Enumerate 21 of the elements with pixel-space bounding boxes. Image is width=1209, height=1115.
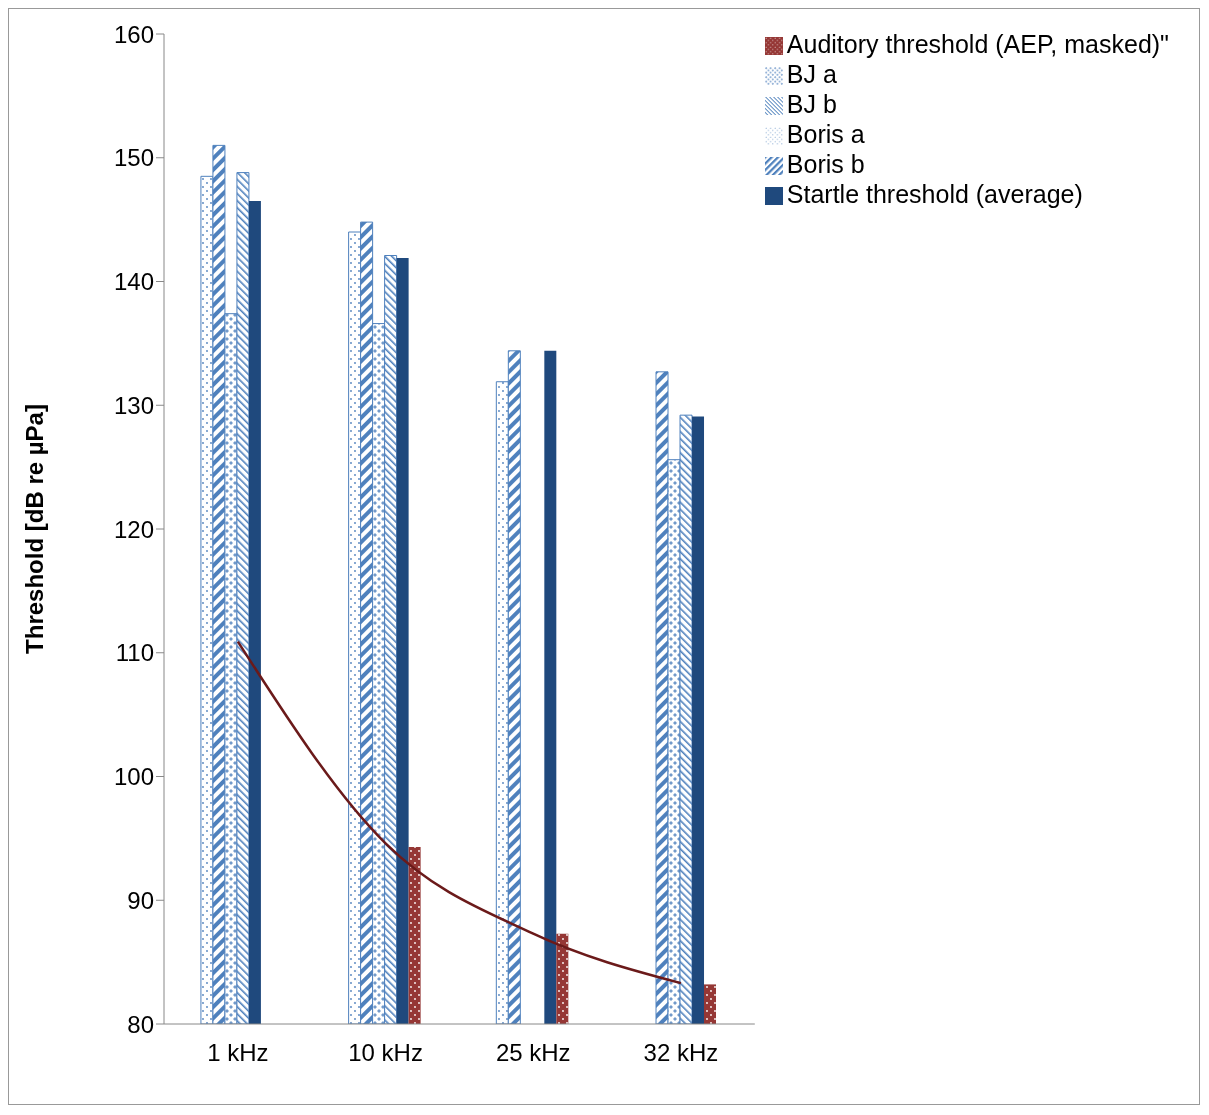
- legend-label: BJ b: [786, 90, 837, 118]
- y-tick-label: 100: [113, 763, 154, 791]
- x-tick-label: 25 kHz: [495, 1039, 571, 1067]
- y-axis-title: Threshold [dB re µPa]: [20, 404, 48, 654]
- y-tick-label: 160: [113, 20, 154, 48]
- y-tick-label: 80: [127, 1010, 154, 1038]
- x-tick-label: 1 kHz: [207, 1039, 269, 1067]
- y-tick-label: 130: [113, 391, 154, 419]
- legend-label: Boris b: [786, 150, 865, 178]
- line-series: [236, 640, 683, 985]
- legend-label: Boris a: [786, 120, 865, 148]
- y-tick-label: 150: [113, 144, 154, 172]
- y-tick-label: 140: [113, 268, 154, 296]
- y-tick-label: 120: [113, 515, 154, 543]
- y-tick-label: 110: [115, 639, 154, 667]
- legend-label: Startle threshold (average): [786, 180, 1083, 208]
- legend-label: BJ a: [786, 60, 837, 88]
- x-tick-label: 10 kHz: [348, 1039, 423, 1067]
- legend-label: Auditory threshold (AEP, masked)": [786, 30, 1169, 58]
- y-tick-label: 90: [127, 886, 154, 914]
- x-tick-label: 32 kHz: [643, 1039, 719, 1067]
